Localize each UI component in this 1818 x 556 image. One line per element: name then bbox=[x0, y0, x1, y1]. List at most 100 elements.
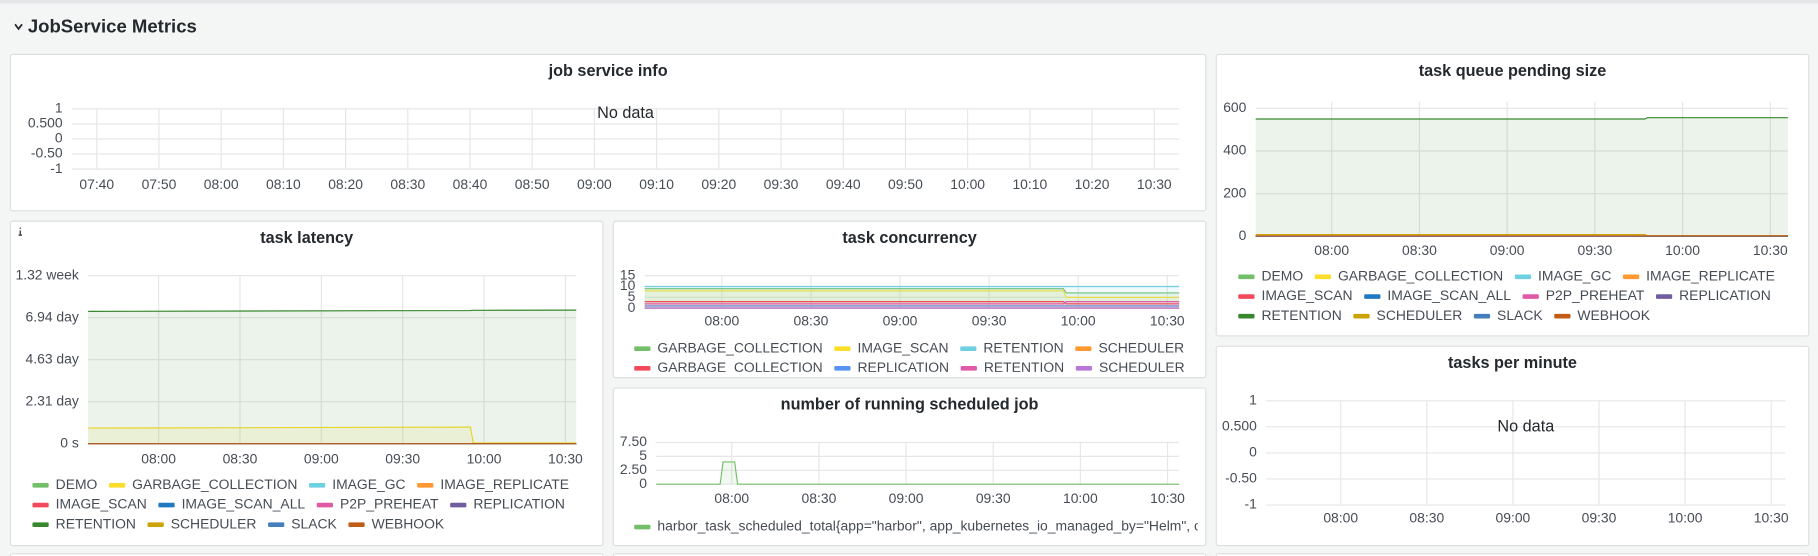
legend-swatch bbox=[32, 522, 49, 528]
x-tick-label: 10:00 bbox=[950, 176, 985, 192]
legend-item[interactable]: GARBAGE_COLLECTION bbox=[1314, 268, 1503, 284]
legend-item[interactable]: GARBAGE_COLLECTION bbox=[634, 359, 823, 375]
legend-label: WEBHOOK bbox=[372, 515, 445, 531]
legend-item[interactable]: SCHEDULER bbox=[1075, 339, 1184, 355]
x-tick-label: 10:30 bbox=[1150, 490, 1185, 506]
legend-label: IMAGE_SCAN_ALL bbox=[1387, 287, 1511, 303]
legend-item[interactable]: IMAGE_GC bbox=[1514, 268, 1612, 284]
legend-item[interactable]: IMAGE_SCAN bbox=[32, 496, 147, 512]
legend-item[interactable]: IMAGE_SCAN bbox=[834, 339, 949, 355]
legend-item[interactable]: WEBHOOK bbox=[348, 515, 445, 531]
legend-swatch bbox=[1075, 366, 1093, 371]
legend-swatch bbox=[1075, 346, 1092, 351]
legend-item[interactable]: P2P_PREHEAT bbox=[316, 496, 439, 512]
y-tick-label: 1 bbox=[55, 100, 63, 116]
legend-label: REPLICATION bbox=[473, 496, 565, 512]
panel-title: task latency bbox=[260, 229, 353, 247]
y-tick-label: 0.500 bbox=[28, 115, 63, 131]
legend-label: SCHEDULER bbox=[1377, 307, 1463, 323]
legend-item[interactable]: SLACK bbox=[268, 515, 338, 531]
legend-item[interactable]: IMAGE_REPLICATE bbox=[1622, 268, 1775, 284]
legend-item[interactable]: SLACK bbox=[1473, 307, 1543, 323]
legend-item[interactable]: REPLICATION bbox=[1655, 287, 1771, 303]
legend-label: DEMO bbox=[56, 476, 98, 492]
y-tick-label: -1 bbox=[1244, 496, 1257, 512]
legend-label: IMAGE_SCAN_ALL bbox=[182, 496, 306, 512]
legend-item[interactable]: IMAGE_SCAN bbox=[1238, 287, 1353, 303]
x-tick-label: 08:30 bbox=[390, 176, 425, 192]
legend-label: harbor_task_scheduled_total{app="harbor"… bbox=[657, 518, 1225, 534]
y-tick-label: 15 bbox=[620, 266, 636, 282]
x-tick-label: 09:00 bbox=[889, 490, 924, 506]
y-tick-label: -0.50 bbox=[1225, 470, 1257, 486]
panel: task queue pending size 0 200 400 600 08:00 08… bbox=[1215, 53, 1810, 337]
y-tick-label: 0 bbox=[1239, 227, 1247, 243]
x-tick-label: 07:50 bbox=[142, 176, 177, 192]
legend-item[interactable]: IMAGE_REPLICATE bbox=[417, 476, 569, 492]
legend-item[interactable]: DEMO bbox=[32, 476, 98, 492]
legend-item[interactable]: SCHEDULER bbox=[147, 515, 257, 531]
legend-item[interactable]: RETENTION bbox=[32, 515, 136, 531]
series-area bbox=[88, 310, 577, 444]
legend-item[interactable]: P2P_PREHEAT bbox=[1522, 287, 1645, 303]
x-tick-label: 10:00 bbox=[1063, 490, 1098, 506]
y-tick-label: 5 bbox=[639, 447, 647, 463]
legend-item[interactable]: GARBAGE_COLLECTION bbox=[634, 339, 823, 355]
legend-item[interactable]: SCHEDULER bbox=[1075, 359, 1185, 375]
legend-label: IMAGE_REPLICATE bbox=[440, 476, 569, 492]
legend-item[interactable]: GARBAGE_COLLECTION bbox=[108, 476, 297, 492]
x-tick-label: 09:50 bbox=[888, 176, 923, 192]
x-tick-label: 08:00 bbox=[714, 490, 749, 506]
panel-frame bbox=[1215, 53, 1810, 337]
panel: tasks per minute 1 0.500 0 -0.50 -1 08:00 08:30… bbox=[1215, 345, 1810, 547]
x-tick-label: 10:20 bbox=[1075, 176, 1110, 192]
x-tick-label: 07:40 bbox=[79, 176, 114, 192]
no-data-annotation: No data bbox=[597, 104, 655, 122]
y-tick-label: -1 bbox=[50, 160, 63, 176]
legend-item[interactable]: WEBHOOK bbox=[1554, 307, 1651, 323]
x-tick-label: 08:00 bbox=[704, 313, 739, 329]
legend-item[interactable]: RETENTION bbox=[1238, 307, 1342, 323]
y-tick-label: 0 bbox=[1249, 444, 1257, 460]
legend-label: IMAGE_GC bbox=[332, 476, 405, 492]
legend-item[interactable]: IMAGE_SCAN_ALL bbox=[158, 496, 305, 512]
collapse-chevron[interactable] bbox=[14, 23, 23, 31]
x-tick-label: 09:30 bbox=[976, 490, 1011, 506]
y-tick-label: 6.94 day bbox=[26, 308, 79, 324]
x-tick-label: 09:10 bbox=[639, 176, 674, 192]
legend-item[interactable]: RETENTION bbox=[960, 359, 1064, 375]
x-tick-label: 10:00 bbox=[467, 451, 502, 467]
section-title[interactable]: JobService Metrics bbox=[28, 16, 197, 37]
info-icon[interactable] bbox=[18, 227, 23, 236]
x-tick-label: 09:00 bbox=[304, 451, 339, 467]
x-tick-label: 09:30 bbox=[1577, 242, 1612, 258]
x-tick-label: 09:30 bbox=[1582, 510, 1617, 526]
panel-frame bbox=[612, 220, 1207, 379]
legend-item[interactable]: harbor_task_scheduled_total{app="harbor"… bbox=[634, 518, 1225, 534]
legend-item[interactable]: SCHEDULER bbox=[1353, 307, 1462, 323]
x-tick-label: 10:30 bbox=[1754, 510, 1789, 526]
y-tick-label: 400 bbox=[1223, 142, 1246, 158]
legend-item[interactable]: IMAGE_SCAN_ALL bbox=[1364, 287, 1511, 303]
legend-label: P2P_PREHEAT bbox=[1546, 287, 1645, 303]
x-tick-label: 10:30 bbox=[1137, 176, 1172, 192]
x-tick-label: 09:00 bbox=[883, 313, 918, 329]
legend-swatch bbox=[1353, 313, 1370, 319]
y-tick-label: 2.31 day bbox=[26, 392, 79, 408]
series-area bbox=[644, 301, 1180, 309]
legend-label: RETENTION bbox=[983, 339, 1063, 355]
y-tick-label: 0.500 bbox=[1222, 418, 1257, 434]
x-tick-label: 09:30 bbox=[972, 313, 1007, 329]
legend-label: REPLICATION bbox=[857, 359, 949, 375]
legend-item[interactable]: IMAGE_GC bbox=[309, 476, 406, 492]
legend: DEMO GARBAGE_COLLECTION IMAGE_GC IMAGE_REPL… bbox=[1238, 268, 1775, 323]
legend-item[interactable]: RETENTION bbox=[960, 339, 1064, 355]
legend-label: GARBAGE_COLLECTION bbox=[1338, 268, 1503, 284]
legend-item[interactable]: REPLICATION bbox=[834, 359, 949, 375]
x-tick-label: 08:00 bbox=[204, 176, 239, 192]
legend-item[interactable]: DEMO bbox=[1238, 268, 1303, 284]
y-tick-label: 10 bbox=[620, 277, 636, 293]
legend-item[interactable]: REPLICATION bbox=[450, 496, 565, 512]
